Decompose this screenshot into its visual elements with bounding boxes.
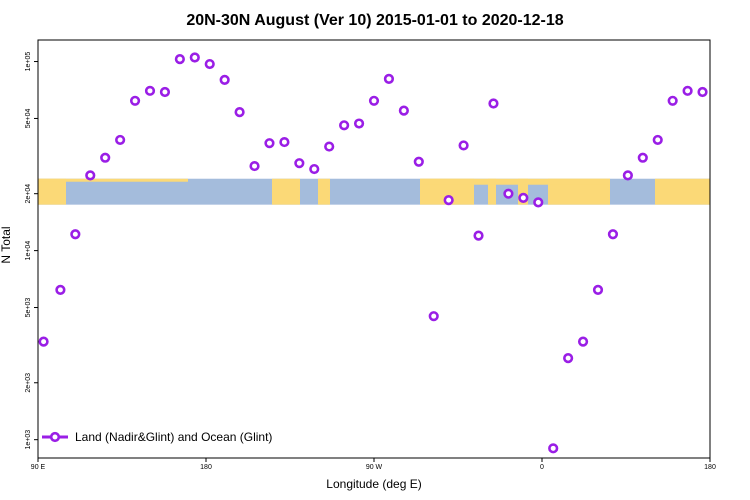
land-mass — [38, 178, 66, 205]
x-tick-label: 180 — [200, 464, 212, 471]
data-point — [533, 197, 544, 208]
data-point — [70, 229, 81, 240]
world-map-band — [38, 178, 710, 205]
y-tick-label: 5e+03 — [25, 298, 32, 318]
y-tick-label: 2e+03 — [25, 373, 32, 393]
land-mass — [38, 178, 188, 182]
land-mass — [655, 178, 710, 205]
data-point — [85, 170, 96, 181]
data-point — [234, 107, 245, 118]
y-tick-label: 1e+03 — [25, 430, 32, 450]
data-point — [548, 443, 559, 454]
legend: Land (Nadir&Glint) and Ocean (Glint) — [42, 430, 272, 444]
x-axis: 90 E 180 90 W 0 180 — [31, 458, 716, 471]
land-mass — [318, 178, 330, 205]
data-point — [219, 74, 230, 85]
data-point — [309, 163, 320, 175]
data-point — [279, 136, 290, 148]
data-point — [174, 54, 185, 65]
x-tick-label: 0 — [540, 464, 544, 471]
data-point — [458, 140, 469, 151]
data-point — [622, 170, 633, 181]
data-point — [249, 160, 260, 172]
data-point — [368, 95, 380, 106]
y-tick-label: 1e+04 — [25, 241, 32, 261]
data-point — [339, 120, 350, 131]
data-point — [398, 105, 409, 116]
legend-marker — [49, 431, 61, 443]
y-tick-label: 1e+05 — [25, 52, 32, 72]
x-tick-label: 180 — [704, 464, 716, 471]
chart-title: 20N-30N August (Ver 10) 2015-01-01 to 20… — [186, 12, 563, 29]
data-point — [697, 86, 708, 98]
x-axis-label: Longitude (deg E) — [326, 477, 421, 491]
data-point — [488, 98, 499, 109]
data-point — [383, 73, 395, 84]
data-point — [294, 158, 305, 169]
data-point — [55, 284, 66, 295]
legend-label: Land (Nadir&Glint) and Ocean (Glint) — [75, 430, 272, 444]
data-point — [682, 85, 693, 96]
data-point — [204, 58, 215, 70]
data-point — [413, 156, 424, 167]
land-mass — [272, 178, 300, 205]
data-point — [473, 230, 484, 241]
land-mass — [518, 178, 528, 205]
data-point — [129, 95, 141, 106]
data-point — [563, 353, 574, 364]
data-point — [324, 141, 335, 152]
y-tick-label: 2e+04 — [25, 184, 32, 204]
data-point — [115, 134, 126, 146]
data-point — [38, 336, 49, 347]
data-point — [518, 192, 529, 204]
data-point — [503, 188, 514, 199]
x-tick-label: 90 W — [366, 464, 383, 471]
data-point — [353, 118, 365, 129]
data-point — [592, 284, 604, 295]
data-point — [637, 152, 648, 163]
data-point — [100, 152, 111, 163]
data-points — [38, 52, 708, 454]
data-point — [264, 138, 275, 149]
data-point — [652, 134, 663, 146]
data-point — [667, 95, 678, 106]
data-point — [159, 86, 171, 98]
data-point — [443, 194, 454, 206]
y-tick-label: 5e+04 — [25, 109, 32, 129]
data-point — [428, 311, 439, 322]
x-tick-label: 90 E — [31, 464, 46, 471]
y-axis: 1e+03 2e+03 5e+03 1e+04 2e+04 5e+04 1e+05 — [25, 52, 38, 450]
y-axis-label: N Total — [0, 226, 13, 263]
data-point — [607, 229, 619, 240]
data-point — [189, 52, 200, 63]
land-mass — [488, 178, 496, 205]
data-point — [577, 336, 589, 347]
data-point — [144, 85, 156, 96]
land-mass — [420, 178, 610, 185]
